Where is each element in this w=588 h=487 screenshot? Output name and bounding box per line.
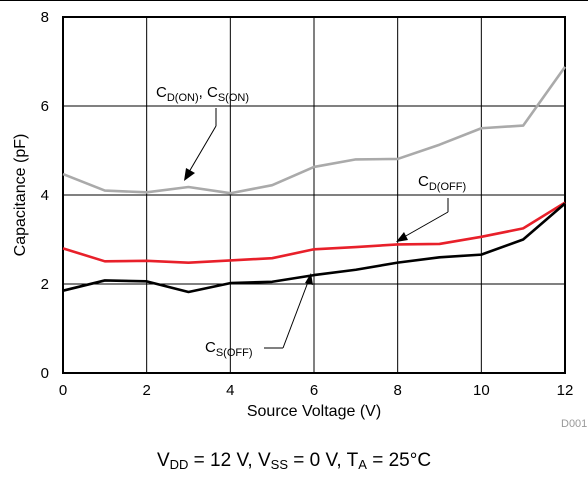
vdd-value: = 12 V,: [188, 450, 258, 471]
x-tick-label: 8: [393, 382, 401, 399]
annotation-cd-on-arrow-line: [188, 125, 217, 173]
vdd-subscript: DD: [169, 457, 189, 472]
series-cs-off: [62, 202, 566, 294]
annotation-cd-off-main: C: [418, 173, 429, 190]
ta-value: = 25°C: [366, 450, 432, 471]
x-axis-label: Source Voltage (V): [247, 403, 381, 420]
ta-subscript: A: [358, 457, 367, 472]
series-cd-off: [62, 201, 566, 264]
y-tick-label: 6: [41, 98, 49, 115]
ta-symbol: T: [346, 450, 359, 471]
series-lines: [62, 66, 567, 294]
y-tick-label: 2: [41, 276, 49, 293]
tick-labels: 0 2 4 6 8 10 12 0 2 4 6 8: [41, 9, 574, 399]
x-tick-label: 10: [473, 382, 490, 399]
annotation-cd-on-cs-on: CD(ON), CS(ON): [156, 84, 249, 104]
x-tick-label: 6: [310, 382, 318, 399]
annotation-cs-off-arrow-line: [282, 281, 309, 349]
vss-subscript: SS: [270, 457, 288, 472]
annotation-cs-off: CS(OFF): [205, 339, 253, 359]
annotation-cd-off: CD(OFF): [418, 173, 466, 193]
annotation-cs-off-sub: S(OFF): [216, 347, 253, 359]
vdd-symbol: V: [156, 450, 170, 471]
annotation-cd-on-sub: D(ON): [167, 92, 199, 104]
series-cd-on-cs-on: [62, 66, 567, 195]
annotation-cd-off-arrow-line: [403, 211, 449, 238]
x-tick-label: 0: [59, 382, 67, 399]
annotation-cs-off-main: C: [205, 339, 216, 356]
annotation-cd-off-sub: D(OFF): [429, 181, 466, 193]
vss-value: = 0 V,: [288, 450, 347, 471]
test-conditions-caption: VDD = 12 V, VSS = 0 V, TA = 25°C: [0, 450, 588, 472]
annotation-cd-on-sep: ,: [199, 84, 207, 101]
x-tick-label: 12: [557, 382, 574, 399]
annotation-cs-off-arrowhead: [305, 273, 313, 285]
plot-frame: [62, 16, 566, 374]
y-tick-label: 4: [41, 187, 49, 204]
x-tick-label: 2: [142, 382, 150, 399]
x-tick-label: 4: [226, 382, 234, 399]
annotation-cd-on-main: C: [156, 84, 167, 101]
annotation-cd-on-arrowhead: [184, 168, 195, 181]
top-rule: [0, 0, 588, 1]
figure-id: D001: [561, 418, 587, 430]
annotation-cd-off-arrowhead: [396, 232, 408, 242]
y-tick-label: 0: [41, 365, 49, 382]
annotation-cs-on-main: C: [207, 84, 218, 101]
y-tick-label: 8: [41, 9, 49, 26]
vss-symbol: V: [257, 450, 271, 471]
grid-lines: [63, 17, 565, 373]
y-axis-label: Capacitance (pF): [12, 134, 29, 257]
annotation-cs-on-sub: S(ON): [218, 92, 249, 104]
